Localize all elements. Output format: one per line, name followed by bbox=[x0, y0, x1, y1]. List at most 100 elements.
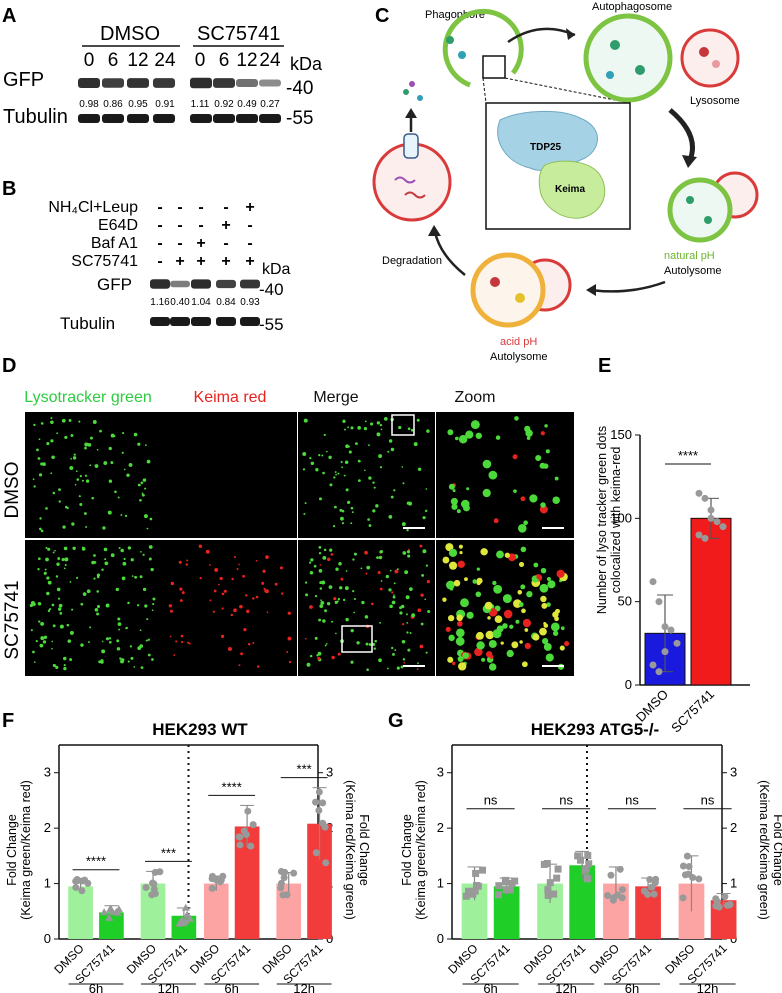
fluorescent-dot bbox=[340, 460, 343, 464]
g-datapoint bbox=[607, 871, 615, 879]
fluorescent-dot bbox=[304, 581, 308, 584]
label-natural-ph: natural pH bbox=[664, 250, 715, 262]
fluorescent-dot bbox=[360, 567, 363, 570]
e-ytick-label: 50 bbox=[618, 594, 632, 609]
panel-label-e: E bbox=[598, 355, 611, 377]
fluorescent-dot bbox=[536, 575, 541, 580]
f-datapoint bbox=[281, 868, 289, 876]
fluorescent-dot bbox=[520, 584, 526, 590]
band-gfp bbox=[150, 279, 170, 289]
fluorescent-dot bbox=[319, 564, 322, 566]
panel-label-g: G bbox=[388, 710, 404, 732]
fluorescent-dot bbox=[127, 546, 132, 550]
fluorescent-dot bbox=[366, 668, 369, 671]
fluorescent-dot bbox=[39, 517, 42, 520]
fluorescent-dot bbox=[323, 548, 327, 552]
fluorescent-dot bbox=[35, 639, 38, 643]
fluorescent-dot bbox=[386, 667, 389, 670]
f-ylabel-right-1: Fold Change bbox=[357, 814, 371, 886]
g-datapoint bbox=[640, 887, 648, 895]
fluorescent-dot bbox=[409, 631, 412, 634]
fluorescent-dot bbox=[89, 626, 92, 629]
fluorescent-dot bbox=[476, 641, 485, 650]
fluorescent-dot bbox=[345, 570, 348, 572]
panel-label-b: B bbox=[2, 178, 16, 200]
g-group-label: 12h bbox=[697, 981, 719, 993]
fluorescent-dot bbox=[393, 489, 396, 492]
fluorescent-dot bbox=[92, 420, 97, 424]
fluorescent-dot bbox=[59, 624, 64, 629]
fluorescent-dot bbox=[108, 479, 113, 483]
fluorescent-dot bbox=[29, 603, 33, 608]
fluorescent-dot bbox=[447, 614, 455, 622]
g-ytick-label-left: 2 bbox=[437, 820, 444, 835]
fluorescent-dot bbox=[133, 666, 136, 668]
fluorescent-dot bbox=[515, 619, 520, 624]
fluorescent-dot bbox=[147, 653, 151, 657]
fluorescent-dot bbox=[186, 559, 189, 562]
fluorescent-dot bbox=[36, 448, 39, 452]
band-gfp bbox=[170, 280, 190, 288]
fluorescent-dot bbox=[400, 665, 404, 669]
fluorescent-dot bbox=[448, 561, 458, 570]
label-keima: Keima bbox=[555, 184, 585, 195]
fluorescent-dot bbox=[209, 564, 211, 566]
fluorescent-dot bbox=[33, 485, 36, 488]
g-datapoint bbox=[618, 886, 626, 894]
fluorescent-dot bbox=[485, 630, 495, 640]
treatment-label: NH₄Cl+Leup bbox=[48, 199, 138, 216]
fluorescent-dot bbox=[350, 426, 354, 430]
g-ytick-label-right: 2 bbox=[730, 820, 737, 835]
f-datapoint bbox=[150, 885, 158, 893]
g-ylabel-left-1: Fold Change bbox=[400, 814, 414, 886]
fluorescent-dot bbox=[137, 604, 140, 607]
fluorescent-dot bbox=[399, 606, 402, 610]
fluorescent-dot bbox=[370, 422, 374, 426]
fluorescent-dot bbox=[518, 602, 524, 607]
g-datapoint bbox=[550, 890, 558, 898]
fluorescent-dot bbox=[539, 627, 547, 636]
fluorescent-dot bbox=[406, 631, 409, 634]
fluorescent-dot bbox=[350, 660, 354, 664]
g-datapoint bbox=[713, 898, 721, 906]
fluorescent-dot bbox=[265, 555, 269, 559]
fluorescent-dot bbox=[347, 426, 349, 429]
fluorescent-dot bbox=[330, 553, 334, 556]
fluorescent-dot bbox=[103, 547, 108, 552]
fluorescent-dot bbox=[340, 516, 344, 521]
fluorescent-dot bbox=[401, 639, 406, 644]
fluorescent-dot bbox=[521, 661, 528, 668]
fluorescent-dot bbox=[151, 658, 154, 661]
fluorescent-dot bbox=[391, 646, 394, 650]
band-tubulin bbox=[240, 317, 260, 326]
fluorescent-dot bbox=[327, 557, 331, 562]
fluorescent-dot bbox=[518, 561, 525, 567]
fluorescent-dot bbox=[39, 643, 44, 648]
f-datapoint bbox=[319, 819, 327, 827]
fluorescent-dot bbox=[319, 587, 323, 590]
fluorescent-dot bbox=[238, 563, 240, 566]
fluorescent-dot bbox=[482, 488, 491, 498]
fluorescent-dot bbox=[93, 554, 96, 557]
g-datapoint bbox=[471, 887, 479, 895]
treatment-label: SC75741 bbox=[71, 253, 138, 270]
fluorescent-dot bbox=[315, 468, 319, 472]
fluorescent-dot bbox=[466, 611, 474, 619]
fluorescent-dot bbox=[402, 551, 407, 555]
g-datapoint bbox=[546, 879, 554, 887]
panel-a: A DMSO SC75741 0 6 12 24 0 6 12 24 kDa GFP -40 … bbox=[2, 5, 323, 129]
fluorescent-dot bbox=[449, 586, 454, 591]
fluorescent-dot bbox=[376, 556, 379, 560]
fluorescent-dot bbox=[519, 640, 523, 644]
f-group-label: 6h bbox=[224, 981, 238, 993]
fluorescent-dot bbox=[274, 582, 278, 586]
band-gfp bbox=[190, 77, 212, 89]
fluorescent-dot bbox=[52, 663, 56, 668]
f-datapoint bbox=[319, 799, 327, 807]
zoom-line bbox=[504, 77, 631, 104]
fluorescent-dot bbox=[104, 561, 109, 566]
fluorescent-dot bbox=[144, 604, 148, 608]
fluorescent-dot bbox=[460, 499, 470, 509]
column-header: Zoom bbox=[455, 389, 496, 406]
fluorescent-dot bbox=[480, 548, 488, 556]
